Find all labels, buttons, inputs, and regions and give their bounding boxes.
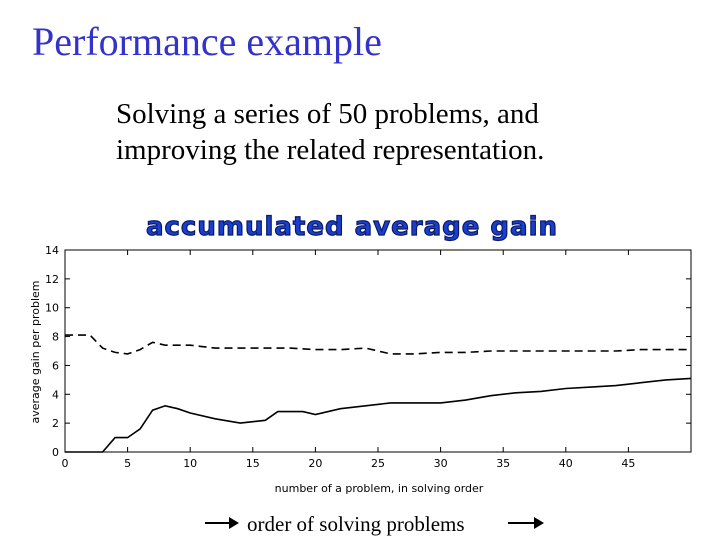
slide-subtitle: Solving a series of 50 problems, and imp… [116, 96, 544, 168]
y-tick-label: 8 [52, 331, 59, 344]
y-tick-label: 10 [45, 302, 59, 315]
y-tick-label: 0 [52, 446, 59, 459]
y-tick-label: 4 [52, 388, 59, 401]
solid-series-line [65, 377, 692, 453]
x-tick-label: 20 [308, 457, 322, 470]
x-tick-label: 10 [183, 457, 197, 470]
x-tick-label: 5 [124, 457, 131, 470]
slide-title: Performance example [32, 19, 382, 64]
axis-ticks: 0 5 10 15 20 25 30 35 40 45 0 2 4 6 8 10 12 14 [45, 244, 691, 470]
subtitle-line-1: Solving a series of 50 problems, and [116, 98, 539, 130]
x-tick-label: 30 [434, 457, 448, 470]
footer-caption: order of solving problems [247, 512, 465, 536]
plot-area [64, 249, 692, 453]
x-tick-label: 25 [371, 457, 385, 470]
footer: order of solving problems [0, 510, 720, 538]
y-tick-label: 6 [52, 359, 59, 372]
x-tick-label: 45 [621, 457, 635, 470]
y-axis-label: average gain per problem [29, 280, 42, 423]
gain-chart: accumulated average gain 0 5 10 15 20 25 30 35 4… [29, 211, 692, 495]
x-tick-label: 40 [559, 457, 573, 470]
y-tick-label: 12 [45, 273, 59, 286]
dashed-series-line [65, 334, 691, 355]
series-lines [65, 334, 692, 453]
x-axis-label: number of a problem, in solving order [275, 482, 484, 495]
subtitle-line-2: improving the related representation. [116, 134, 545, 166]
y-tick-label: 14 [45, 244, 59, 257]
left-arrow-icon [205, 517, 239, 529]
chart-title: accumulated average gain [146, 212, 558, 242]
right-arrow-icon [508, 517, 544, 529]
y-tick-label: 2 [52, 417, 59, 430]
x-tick-label: 0 [62, 457, 69, 470]
x-tick-label: 15 [246, 457, 260, 470]
x-tick-label: 35 [496, 457, 510, 470]
